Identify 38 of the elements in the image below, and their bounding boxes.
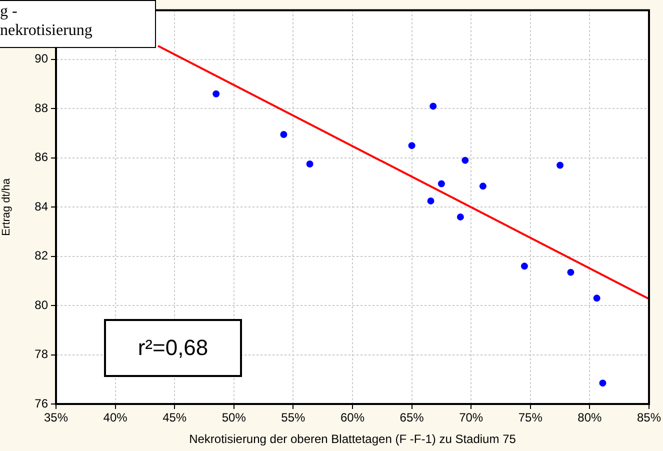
- point: [280, 130, 288, 138]
- point: [599, 380, 606, 387]
- y-tick-label: 90: [34, 52, 48, 66]
- x-axis-title: Nekrotisierung der oberen Blattetagen (F -F-1) zu Stadium 75: [189, 432, 516, 446]
- point: [456, 213, 464, 220]
- y-tick-label: 84: [34, 199, 48, 214]
- point: [438, 180, 445, 188]
- y-axis-title: Ertrag dt/ha: [0, 177, 13, 236]
- y-tick-label: 82: [34, 248, 48, 263]
- point: [567, 268, 574, 276]
- x-tick-label: 55%: [281, 410, 306, 425]
- point: [593, 294, 600, 302]
- chart-title: g - nekrotisierung: [0, 2, 92, 40]
- point: [427, 197, 434, 204]
- y-tick-label: 86: [34, 150, 48, 164]
- point: [430, 102, 437, 110]
- x-tick-label: 35%: [44, 410, 68, 425]
- x-tick-label: 40%: [103, 410, 128, 425]
- x-tick-label: 60%: [340, 410, 365, 425]
- y-tick-label: 78: [34, 347, 48, 362]
- x-tick-label: 85%: [636, 410, 662, 425]
- point: [556, 162, 564, 169]
- x-tick-label: 45%: [162, 410, 187, 425]
- x-tick-label: 65%: [400, 410, 424, 425]
- x-tick-label: 75%: [518, 410, 543, 425]
- x-tick-label: 80%: [578, 410, 602, 425]
- point: [462, 156, 469, 164]
- y-tick-label: 88: [34, 100, 48, 115]
- y-tick-label: 76: [34, 396, 48, 410]
- x-tick-label: 50%: [222, 410, 246, 425]
- point: [408, 142, 416, 150]
- annotation: r²=0,68: [104, 319, 242, 377]
- point: [520, 262, 528, 270]
- point: [479, 182, 486, 190]
- point: [306, 160, 314, 168]
- y-tick-label: 80: [34, 298, 48, 312]
- point: [212, 90, 220, 98]
- x-tick-label: 70%: [459, 410, 484, 425]
